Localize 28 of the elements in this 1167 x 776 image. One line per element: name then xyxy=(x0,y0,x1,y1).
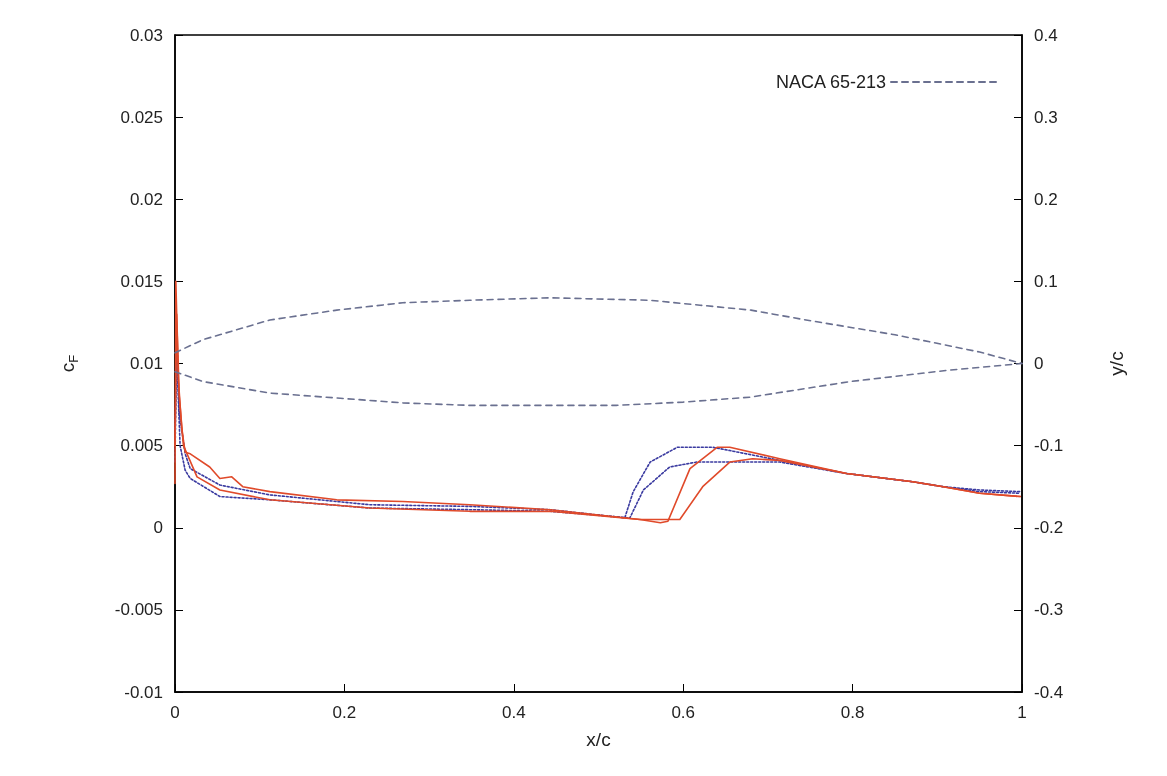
x-tick-label: 0.2 xyxy=(332,703,357,722)
x-tick-label: 0.4 xyxy=(501,703,526,722)
y-tick-label: -0.01 xyxy=(124,682,163,702)
y-axis-title: cF xyxy=(57,354,81,373)
y-tick-label: 0.015 xyxy=(120,271,163,291)
y2-axis-title: y/c xyxy=(1106,351,1127,376)
x-axis-title: x/c xyxy=(586,729,611,750)
y2-tick-label: -0.3 xyxy=(1034,600,1064,620)
x-tick-label: 0 xyxy=(170,703,180,722)
y-tick-label: 0.03 xyxy=(129,25,163,45)
y2-tick-label: 0 xyxy=(1034,354,1044,373)
y-tick-label: 0.01 xyxy=(129,354,163,373)
y2-tick-label: -0.4 xyxy=(1034,682,1064,702)
x-tick-label: 0.6 xyxy=(671,703,696,722)
y-tick-label: -0.005 xyxy=(114,600,163,620)
y2-tick-label: 0.3 xyxy=(1034,107,1058,127)
x-tick-label: 0.8 xyxy=(840,703,865,722)
y-tick-label: 0.02 xyxy=(129,189,163,209)
y2-tick-label: 0.2 xyxy=(1034,189,1058,209)
y-tick-label: 0.025 xyxy=(120,107,163,127)
x-tick-label: 1 xyxy=(1017,703,1027,722)
y2-tick-label: -0.2 xyxy=(1034,518,1064,538)
y-tick-label: 0.005 xyxy=(120,436,163,456)
y2-tick-label: -0.1 xyxy=(1034,436,1064,456)
y2-tick-label: 0.1 xyxy=(1034,271,1058,291)
y-tick-label: 0 xyxy=(153,518,163,538)
y2-tick-label: 0.4 xyxy=(1034,25,1058,45)
text: NACA 65-213 xyxy=(775,72,886,92)
